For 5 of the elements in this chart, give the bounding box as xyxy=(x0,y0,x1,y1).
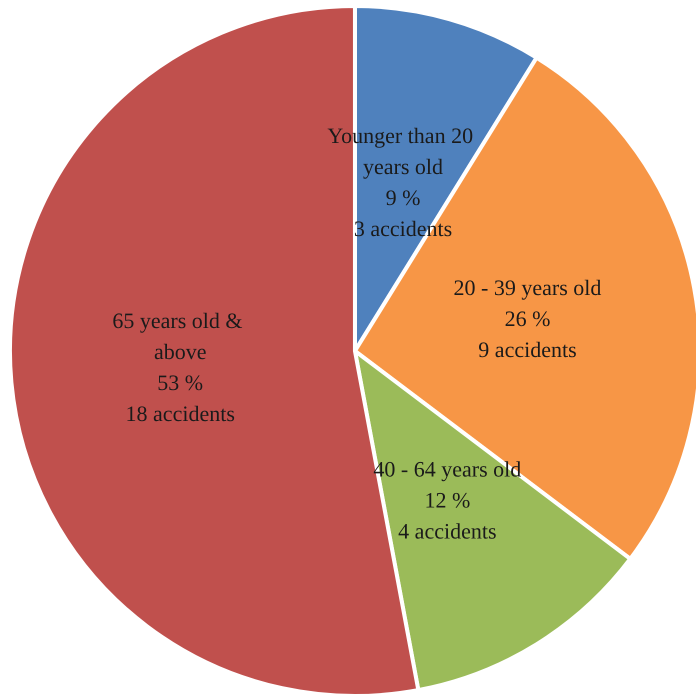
data-label: 12 % 4 accidents xyxy=(398,488,497,544)
slice-label: 20 - 39 years old xyxy=(454,275,602,300)
slice-label: 65 years old & above xyxy=(112,308,248,364)
data-label: 26 % 9 accidents xyxy=(478,306,577,362)
data-label: 53 % 18 accidents xyxy=(126,370,235,426)
